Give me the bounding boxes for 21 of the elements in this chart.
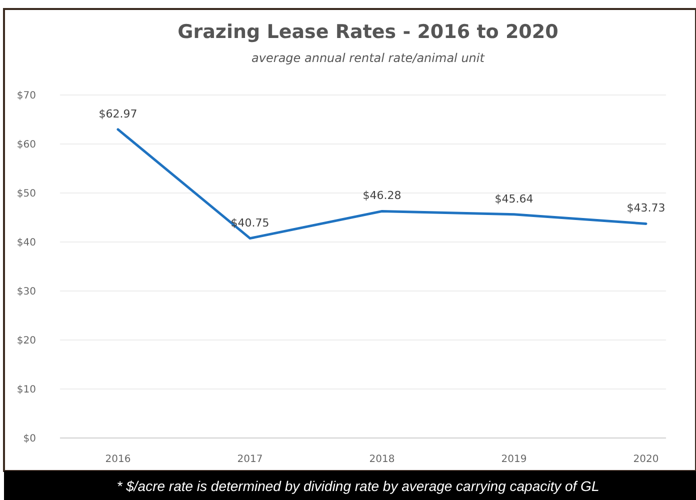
y-tick-label: $60 xyxy=(16,140,36,150)
y-tick-label: $10 xyxy=(16,384,36,396)
chart-subtitle: average annual rental rate/animal unit xyxy=(252,51,486,65)
data-label: $46.28 xyxy=(362,189,402,202)
data-label: $62.97 xyxy=(98,107,138,120)
x-tick-label: 2016 xyxy=(105,454,131,465)
x-tick-label: 2019 xyxy=(501,454,527,465)
x-tick-label: 2017 xyxy=(237,454,263,465)
y-tick-label: $20 xyxy=(16,336,36,346)
data-label: $40.75 xyxy=(230,216,270,230)
y-tick-label: $30 xyxy=(16,286,36,298)
x-tick-label: 2020 xyxy=(633,454,659,465)
data-label: $45.64 xyxy=(494,192,534,206)
x-tick-label: 2018 xyxy=(369,454,395,465)
y-tick-label: $50 xyxy=(16,188,36,200)
data-label: $43.73 xyxy=(626,202,666,215)
chart-title: Grazing Lease Rates - 2016 to 2020 xyxy=(178,21,558,43)
text: * $/acre rate is determined by dividing rate by average carrying capacity of GL xyxy=(116,478,600,494)
y-tick-label: $0 xyxy=(23,434,36,444)
y-tick-label: $70 xyxy=(16,90,36,102)
y-tick-label: $40 xyxy=(16,238,36,248)
